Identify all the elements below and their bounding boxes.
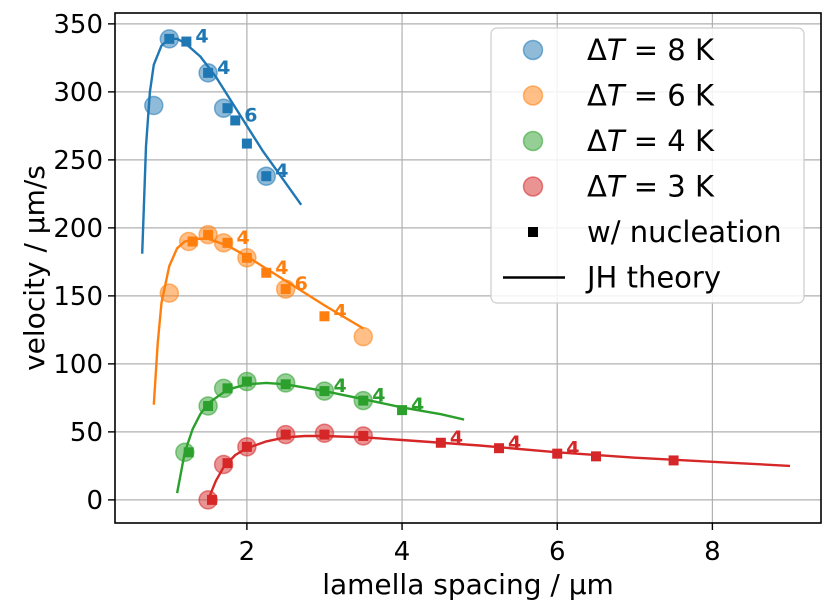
theory-curve <box>175 381 465 494</box>
data-point-square <box>494 443 505 454</box>
data-point-square <box>668 455 679 466</box>
x-axis-label: lamella spacing / µm <box>322 568 614 601</box>
data-point-square <box>183 447 194 458</box>
y-tick-label: 0 <box>86 486 103 516</box>
legend-marker <box>528 227 538 237</box>
legend-marker <box>522 130 544 152</box>
legend: ΔT = 8 K ΔT = 6 K ΔT = 4 K ΔT = 3 K w/ nucle… <box>490 27 805 304</box>
data-label: 4 <box>275 257 288 279</box>
data-point-square <box>241 376 252 387</box>
data-point-square <box>319 311 330 322</box>
data-point-square <box>222 458 233 469</box>
legend-marker <box>522 39 544 61</box>
data-point-square <box>435 437 446 448</box>
data-label: 4 <box>450 427 463 449</box>
data-label: 4 <box>508 432 521 454</box>
data-label: 4 <box>275 160 288 182</box>
y-tick-label: 100 <box>53 350 103 380</box>
data-point-square <box>187 236 198 247</box>
y-tick-label: 150 <box>53 282 103 312</box>
y-tick-label: 50 <box>70 418 103 448</box>
x-tick-label: 4 <box>394 537 411 567</box>
data-point-square <box>591 451 602 462</box>
legend-box <box>490 27 805 304</box>
legend-label: JH theory <box>585 261 721 295</box>
data-point-square <box>319 429 330 440</box>
data-label: 4 <box>333 375 346 397</box>
y-axis-label: velocity / µm/s <box>18 165 51 371</box>
data-point-square <box>164 33 175 44</box>
data-point-circle <box>144 95 164 116</box>
data-label: 4 <box>333 300 346 322</box>
theory-curve <box>152 237 364 405</box>
data-point-circle <box>353 326 374 347</box>
data-point-square <box>222 383 233 394</box>
data-point-square <box>397 405 408 416</box>
data-markers <box>144 29 679 510</box>
data-label: 6 <box>295 273 308 295</box>
data-point-square <box>552 448 563 459</box>
data-point-square <box>261 171 272 182</box>
data-point-square <box>203 401 214 412</box>
x-tick-label: 2 <box>239 537 256 567</box>
data-point-square <box>230 115 241 126</box>
x-tick-label: 6 <box>549 537 566 567</box>
legend-label: ΔT = 8 K <box>587 33 715 67</box>
data-point-square <box>206 494 217 505</box>
data-label: 4 <box>195 26 208 48</box>
data-label: 4 <box>372 385 385 407</box>
data-label: 4 <box>411 394 424 416</box>
plot-frame <box>114 12 822 524</box>
y-tick-label: 300 <box>53 78 103 108</box>
legend-label: w/ nucleation <box>587 215 782 249</box>
data-point-square <box>358 430 369 441</box>
legend-label: ΔT = 3 K <box>587 170 715 204</box>
data-label: 6 <box>244 104 257 126</box>
legend-label: ΔT = 6 K <box>587 79 715 113</box>
data-point-square <box>181 36 192 47</box>
data-point-square <box>358 395 369 406</box>
data-point-square <box>280 379 291 390</box>
data-point-square <box>241 138 252 149</box>
data-point-square <box>241 252 252 263</box>
data-label: 4 <box>566 438 579 460</box>
data-point-square <box>241 441 252 452</box>
data-point-square <box>280 429 291 440</box>
data-point-square <box>319 386 330 397</box>
data-point-square <box>261 267 272 278</box>
data-point-square <box>203 229 214 240</box>
y-tick-label: 200 <box>53 214 103 244</box>
data-point-square <box>222 237 233 248</box>
data-point-circle <box>159 283 180 303</box>
legend-label: ΔT = 4 K <box>587 124 715 158</box>
data-label: 4 <box>236 227 249 249</box>
data-point-square <box>203 67 214 78</box>
data-point-square <box>280 284 291 295</box>
data-label: 4 <box>217 57 230 79</box>
x-tick-label: 8 <box>704 537 721 567</box>
legend-marker <box>522 176 544 197</box>
y-tick-label: 250 <box>53 146 103 176</box>
data-point-square <box>222 103 233 114</box>
y-tick-label: 350 <box>53 10 103 40</box>
legend-marker <box>522 85 544 106</box>
